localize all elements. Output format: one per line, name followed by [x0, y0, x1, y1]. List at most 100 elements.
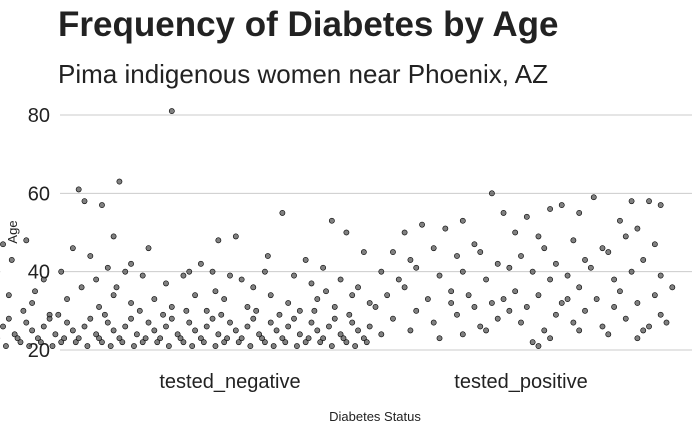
data-point-tested-negative [116, 178, 123, 185]
data-point-tested-negative [29, 327, 36, 334]
data-point-tested-negative [337, 276, 344, 283]
data-point-tested-positive [558, 300, 565, 306]
data-point-tested-negative [139, 272, 146, 279]
data-point-tested-positive [518, 253, 524, 259]
data-point-tested-negative [320, 264, 327, 271]
data-point-tested-negative [75, 186, 82, 193]
data-point-tested-negative [218, 311, 225, 318]
data-point-tested-negative [256, 331, 262, 338]
data-point-tested-positive [576, 210, 583, 216]
data-point-tested-positive [640, 257, 647, 263]
data-point-tested-positive [430, 319, 437, 326]
data-point-tested-negative [291, 272, 297, 279]
data-point-tested-positive [424, 296, 431, 302]
data-point-tested-negative [302, 339, 309, 346]
data-point-tested-negative [282, 339, 289, 346]
data-point-tested-positive [535, 233, 542, 240]
data-point-tested-negative [363, 339, 370, 346]
data-point-tested-negative [26, 343, 33, 349]
data-point-tested-positive [378, 331, 385, 338]
data-point-tested-positive [395, 276, 402, 283]
data-point-tested-positive [651, 292, 658, 299]
data-point-tested-positive [477, 323, 484, 330]
data-point-tested-negative [267, 292, 274, 299]
data-point-tested-negative [366, 300, 373, 306]
data-point-tested-negative [360, 335, 367, 342]
data-point-tested-negative [209, 315, 216, 322]
data-point-tested-positive [448, 300, 455, 306]
data-point-tested-negative [78, 284, 85, 291]
data-point-tested-negative [227, 272, 233, 279]
data-point-tested-negative [209, 268, 216, 275]
data-point-tested-positive [413, 307, 420, 314]
data-point-tested-negative [311, 307, 318, 314]
data-point-tested-negative [328, 343, 335, 349]
data-point-tested-negative [99, 202, 105, 208]
data-point-tested-negative [331, 304, 338, 310]
data-point-tested-negative [40, 323, 47, 330]
data-point-tested-negative [200, 339, 207, 346]
data-point-tested-negative [145, 319, 152, 326]
data-point-tested-negative [203, 323, 210, 330]
data-point-tested-positive [651, 241, 658, 248]
data-point-tested-negative [267, 319, 274, 326]
data-point-tested-negative [37, 339, 44, 346]
data-point-tested-positive [436, 272, 443, 279]
data-point-tested-positive [488, 300, 495, 306]
data-point-tested-negative [279, 210, 286, 216]
data-point-tested-negative [87, 253, 94, 259]
data-point-tested-negative [69, 245, 76, 252]
data-point-tested-positive [500, 210, 507, 216]
data-points [0, 108, 676, 349]
data-point-tested-negative [142, 335, 149, 342]
data-point-tested-positive [611, 304, 618, 310]
data-point-tested-negative [235, 339, 242, 346]
data-point-tested-negative [317, 339, 324, 346]
data-point-tested-negative [212, 288, 219, 295]
x-tick-label-tested-negative: tested_negative [159, 371, 300, 393]
data-point-tested-negative [11, 331, 18, 338]
data-point-tested-negative [331, 315, 338, 322]
y-tick-labels: 20 40 60 80 [28, 105, 50, 362]
data-point-tested-negative [168, 108, 175, 114]
data-point-tested-negative [35, 335, 41, 342]
data-point-tested-positive [512, 229, 519, 236]
data-point-tested-negative [352, 343, 359, 349]
data-point-tested-negative [93, 276, 100, 283]
data-point-tested-positive [390, 249, 396, 255]
data-point-tested-negative [343, 339, 350, 346]
data-point-tested-negative [58, 268, 65, 275]
data-point-tested-positive [506, 264, 513, 271]
data-point-tested-negative [232, 327, 239, 334]
data-point-tested-negative [17, 339, 24, 346]
data-point-tested-negative [107, 343, 114, 349]
data-point-tested-negative [5, 292, 12, 299]
data-point-tested-positive [541, 245, 548, 252]
data-point-tested-negative [128, 315, 134, 322]
data-point-tested-positive [506, 307, 513, 314]
y-tick-label: 20 [28, 340, 50, 362]
data-point-tested-negative [157, 335, 164, 342]
data-point-tested-negative [203, 307, 210, 314]
data-point-tested-positive [547, 335, 553, 342]
y-axis-label: Age [5, 220, 20, 243]
data-point-tested-negative [163, 280, 169, 287]
data-point-tested-negative [139, 339, 146, 346]
data-point-tested-negative [165, 343, 172, 349]
data-point-tested-negative [197, 260, 204, 267]
data-point-tested-negative [180, 272, 187, 279]
data-point-tested-negative [168, 315, 175, 322]
data-point-tested-negative [104, 319, 111, 326]
data-point-tested-negative [87, 315, 94, 322]
gridlines [60, 114, 692, 351]
data-point-tested-positive [442, 225, 449, 232]
data-point-tested-negative [326, 323, 332, 330]
data-point-tested-negative [285, 323, 292, 330]
data-point-tested-negative [366, 323, 373, 330]
data-point-tested-positive [646, 323, 652, 330]
data-point-tested-negative [110, 327, 117, 334]
data-point-tested-positive [488, 190, 495, 197]
data-point-tested-negative [72, 339, 79, 346]
data-point-tested-positive [622, 315, 629, 322]
data-point-tested-negative [314, 296, 321, 302]
